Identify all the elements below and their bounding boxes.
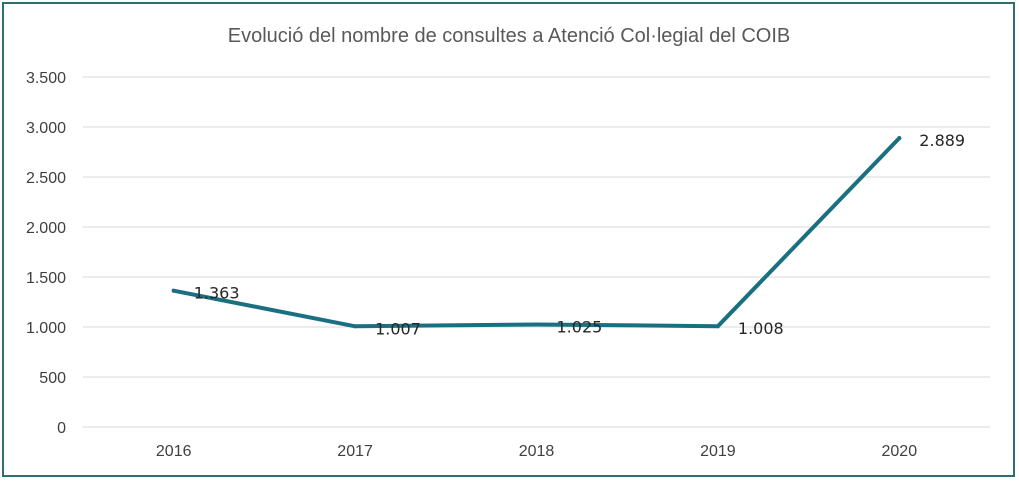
x-tick-label: 2020 bbox=[882, 443, 918, 460]
data-point-2020 bbox=[897, 136, 902, 141]
data-point-2016 bbox=[171, 288, 176, 293]
x-axis-ticks: 2016 2017 2018 2019 2020 bbox=[156, 443, 917, 460]
data-label-2017: 1.007 bbox=[375, 319, 421, 338]
data-label-2019: 1.008 bbox=[738, 319, 784, 338]
series-line-group bbox=[171, 136, 902, 329]
data-point-2017 bbox=[353, 324, 358, 329]
y-tick-label: 3.000 bbox=[26, 120, 66, 137]
x-tick-label: 2017 bbox=[337, 443, 373, 460]
data-labels: 1.363 1.007 1.025 1.008 2.889 bbox=[194, 131, 965, 338]
y-tick-label: 1.000 bbox=[26, 320, 66, 337]
y-tick-label: 500 bbox=[39, 370, 66, 387]
x-tick-label: 2016 bbox=[156, 443, 192, 460]
chart-title: Evolució del nombre de consultes a Atenc… bbox=[228, 25, 791, 47]
data-label-2020: 2.889 bbox=[919, 131, 965, 150]
series-line bbox=[171, 136, 902, 329]
y-tick-label: 2.000 bbox=[26, 220, 66, 237]
y-tick-label: 3.500 bbox=[26, 70, 66, 87]
y-axis-ticks: 0 500 1.000 1.500 2.000 2.500 3.000 3.500 bbox=[26, 70, 66, 437]
x-tick-label: 2018 bbox=[519, 443, 555, 460]
data-point-2019 bbox=[715, 324, 720, 329]
x-tick-label: 2019 bbox=[700, 443, 736, 460]
y-tick-label: 2.500 bbox=[26, 170, 66, 187]
data-point-2018 bbox=[534, 322, 539, 327]
data-label-2016: 1.363 bbox=[194, 284, 240, 303]
gridlines bbox=[83, 76, 990, 428]
y-tick-label: 1.500 bbox=[26, 270, 66, 287]
y-tick-label: 0 bbox=[57, 420, 66, 437]
data-label-2018: 1.025 bbox=[557, 318, 603, 337]
